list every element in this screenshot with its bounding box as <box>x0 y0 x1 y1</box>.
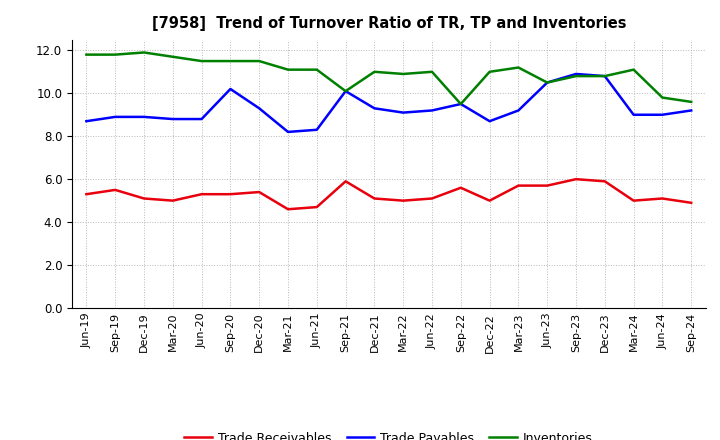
Line: Trade Payables: Trade Payables <box>86 74 691 132</box>
Trade Receivables <box>140 196 148 201</box>
Trade Receivables <box>370 196 379 201</box>
Trade Payables <box>456 101 465 106</box>
Trade Receivables <box>82 191 91 197</box>
Inventories <box>82 52 91 57</box>
Line: Inventories: Inventories <box>86 52 691 104</box>
Trade Receivables <box>168 198 177 203</box>
Inventories <box>197 59 206 64</box>
Trade Payables <box>284 129 292 135</box>
Trade Payables <box>399 110 408 115</box>
Trade Payables <box>111 114 120 120</box>
Trade Receivables <box>399 198 408 203</box>
Trade Receivables <box>284 207 292 212</box>
Inventories <box>168 54 177 59</box>
Trade Receivables <box>197 191 206 197</box>
Trade Receivables <box>341 179 350 184</box>
Trade Payables <box>514 108 523 113</box>
Legend: Trade Receivables, Trade Payables, Inventories: Trade Receivables, Trade Payables, Inven… <box>179 427 598 440</box>
Inventories <box>284 67 292 72</box>
Trade Payables <box>428 108 436 113</box>
Inventories <box>428 69 436 74</box>
Trade Receivables <box>572 176 580 182</box>
Trade Receivables <box>255 189 264 194</box>
Trade Receivables <box>600 179 609 184</box>
Trade Payables <box>226 86 235 92</box>
Trade Payables <box>140 114 148 120</box>
Inventories <box>629 67 638 72</box>
Trade Payables <box>168 117 177 122</box>
Trade Payables <box>312 127 321 132</box>
Trade Payables <box>572 71 580 77</box>
Inventories <box>485 69 494 74</box>
Trade Payables <box>687 108 696 113</box>
Trade Payables <box>82 118 91 124</box>
Trade Payables <box>658 112 667 117</box>
Trade Payables <box>629 112 638 117</box>
Inventories <box>572 73 580 79</box>
Line: Trade Receivables: Trade Receivables <box>86 179 691 209</box>
Trade Payables <box>485 118 494 124</box>
Inventories <box>687 99 696 105</box>
Trade Payables <box>370 106 379 111</box>
Inventories <box>226 59 235 64</box>
Inventories <box>140 50 148 55</box>
Trade Payables <box>197 117 206 122</box>
Trade Receivables <box>226 191 235 197</box>
Inventories <box>399 71 408 77</box>
Trade Receivables <box>629 198 638 203</box>
Trade Receivables <box>428 196 436 201</box>
Trade Receivables <box>456 185 465 191</box>
Trade Receivables <box>111 187 120 193</box>
Inventories <box>600 73 609 79</box>
Inventories <box>312 67 321 72</box>
Inventories <box>370 69 379 74</box>
Inventories <box>543 80 552 85</box>
Trade Receivables <box>514 183 523 188</box>
Trade Payables <box>543 80 552 85</box>
Trade Receivables <box>485 198 494 203</box>
Inventories <box>658 95 667 100</box>
Trade Receivables <box>543 183 552 188</box>
Trade Payables <box>255 106 264 111</box>
Trade Receivables <box>687 200 696 205</box>
Trade Receivables <box>312 205 321 210</box>
Inventories <box>514 65 523 70</box>
Inventories <box>255 59 264 64</box>
Trade Receivables <box>658 196 667 201</box>
Trade Payables <box>600 73 609 79</box>
Trade Payables <box>341 88 350 94</box>
Title: [7958]  Trend of Turnover Ratio of TR, TP and Inventories: [7958] Trend of Turnover Ratio of TR, TP… <box>151 16 626 32</box>
Inventories <box>341 88 350 94</box>
Inventories <box>111 52 120 57</box>
Inventories <box>456 101 465 106</box>
